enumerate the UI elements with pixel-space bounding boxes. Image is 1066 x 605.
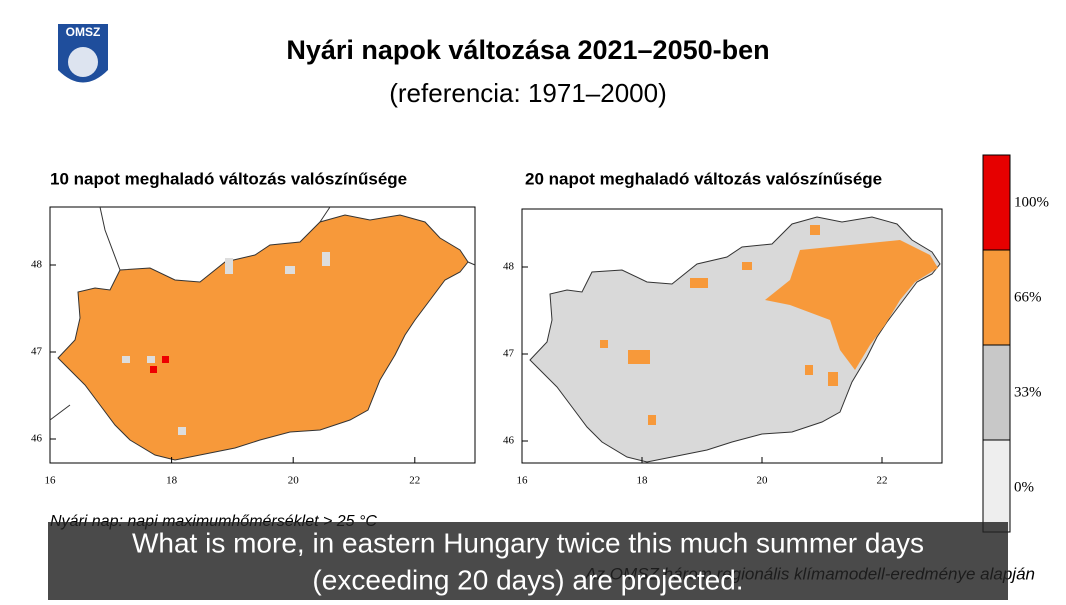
- logo-text: OMSZ: [66, 25, 101, 39]
- lon-tick-label: 18: [166, 475, 178, 487]
- lon-tick-label: 20: [757, 475, 769, 487]
- legend: [982, 154, 1011, 533]
- lon-tick-label: 22: [409, 475, 420, 487]
- lat-tick-label: 47: [31, 346, 43, 358]
- subtitle-caption: What is more, in eastern Hungary twice t…: [48, 522, 1008, 600]
- lat-tick-label: 47: [503, 348, 515, 360]
- title: Nyári napok változása 2021–2050-ben: [286, 35, 769, 65]
- subtitle: (referencia: 1971–2000): [389, 78, 667, 108]
- lat-tick-label: 48: [31, 259, 43, 271]
- caption-line: (exceeding 20 days) are projected.: [312, 564, 743, 595]
- lat-tick-label: 48: [503, 261, 515, 273]
- map-title: 20 napot meghaladó változás valószínűség…: [525, 169, 882, 188]
- legend-label: 100%: [1014, 194, 1049, 210]
- logo: OMSZ: [58, 24, 108, 83]
- lon-tick-label: 16: [517, 475, 529, 487]
- map-left: [49, 206, 476, 464]
- lon-tick-label: 22: [877, 475, 888, 487]
- legend-label: 66%: [1014, 289, 1042, 305]
- map-title: 10 napot meghaladó változás valószínűség…: [50, 169, 407, 188]
- axis-ticks: 16 18 20 22 48 47 46 16 18 20 22 48 47 46: [31, 259, 888, 487]
- map-right: [521, 208, 943, 464]
- lon-tick-label: 20: [288, 475, 300, 487]
- legend-labels: 100% 66% 33% 0%: [1014, 194, 1049, 495]
- legend-label: 33%: [1014, 384, 1042, 400]
- lat-tick-label: 46: [503, 435, 515, 447]
- lon-tick-label: 16: [45, 475, 57, 487]
- lat-tick-label: 46: [31, 433, 43, 445]
- legend-label: 0%: [1014, 479, 1034, 495]
- lon-tick-label: 18: [637, 475, 649, 487]
- caption-line: What is more, in eastern Hungary twice t…: [132, 527, 924, 558]
